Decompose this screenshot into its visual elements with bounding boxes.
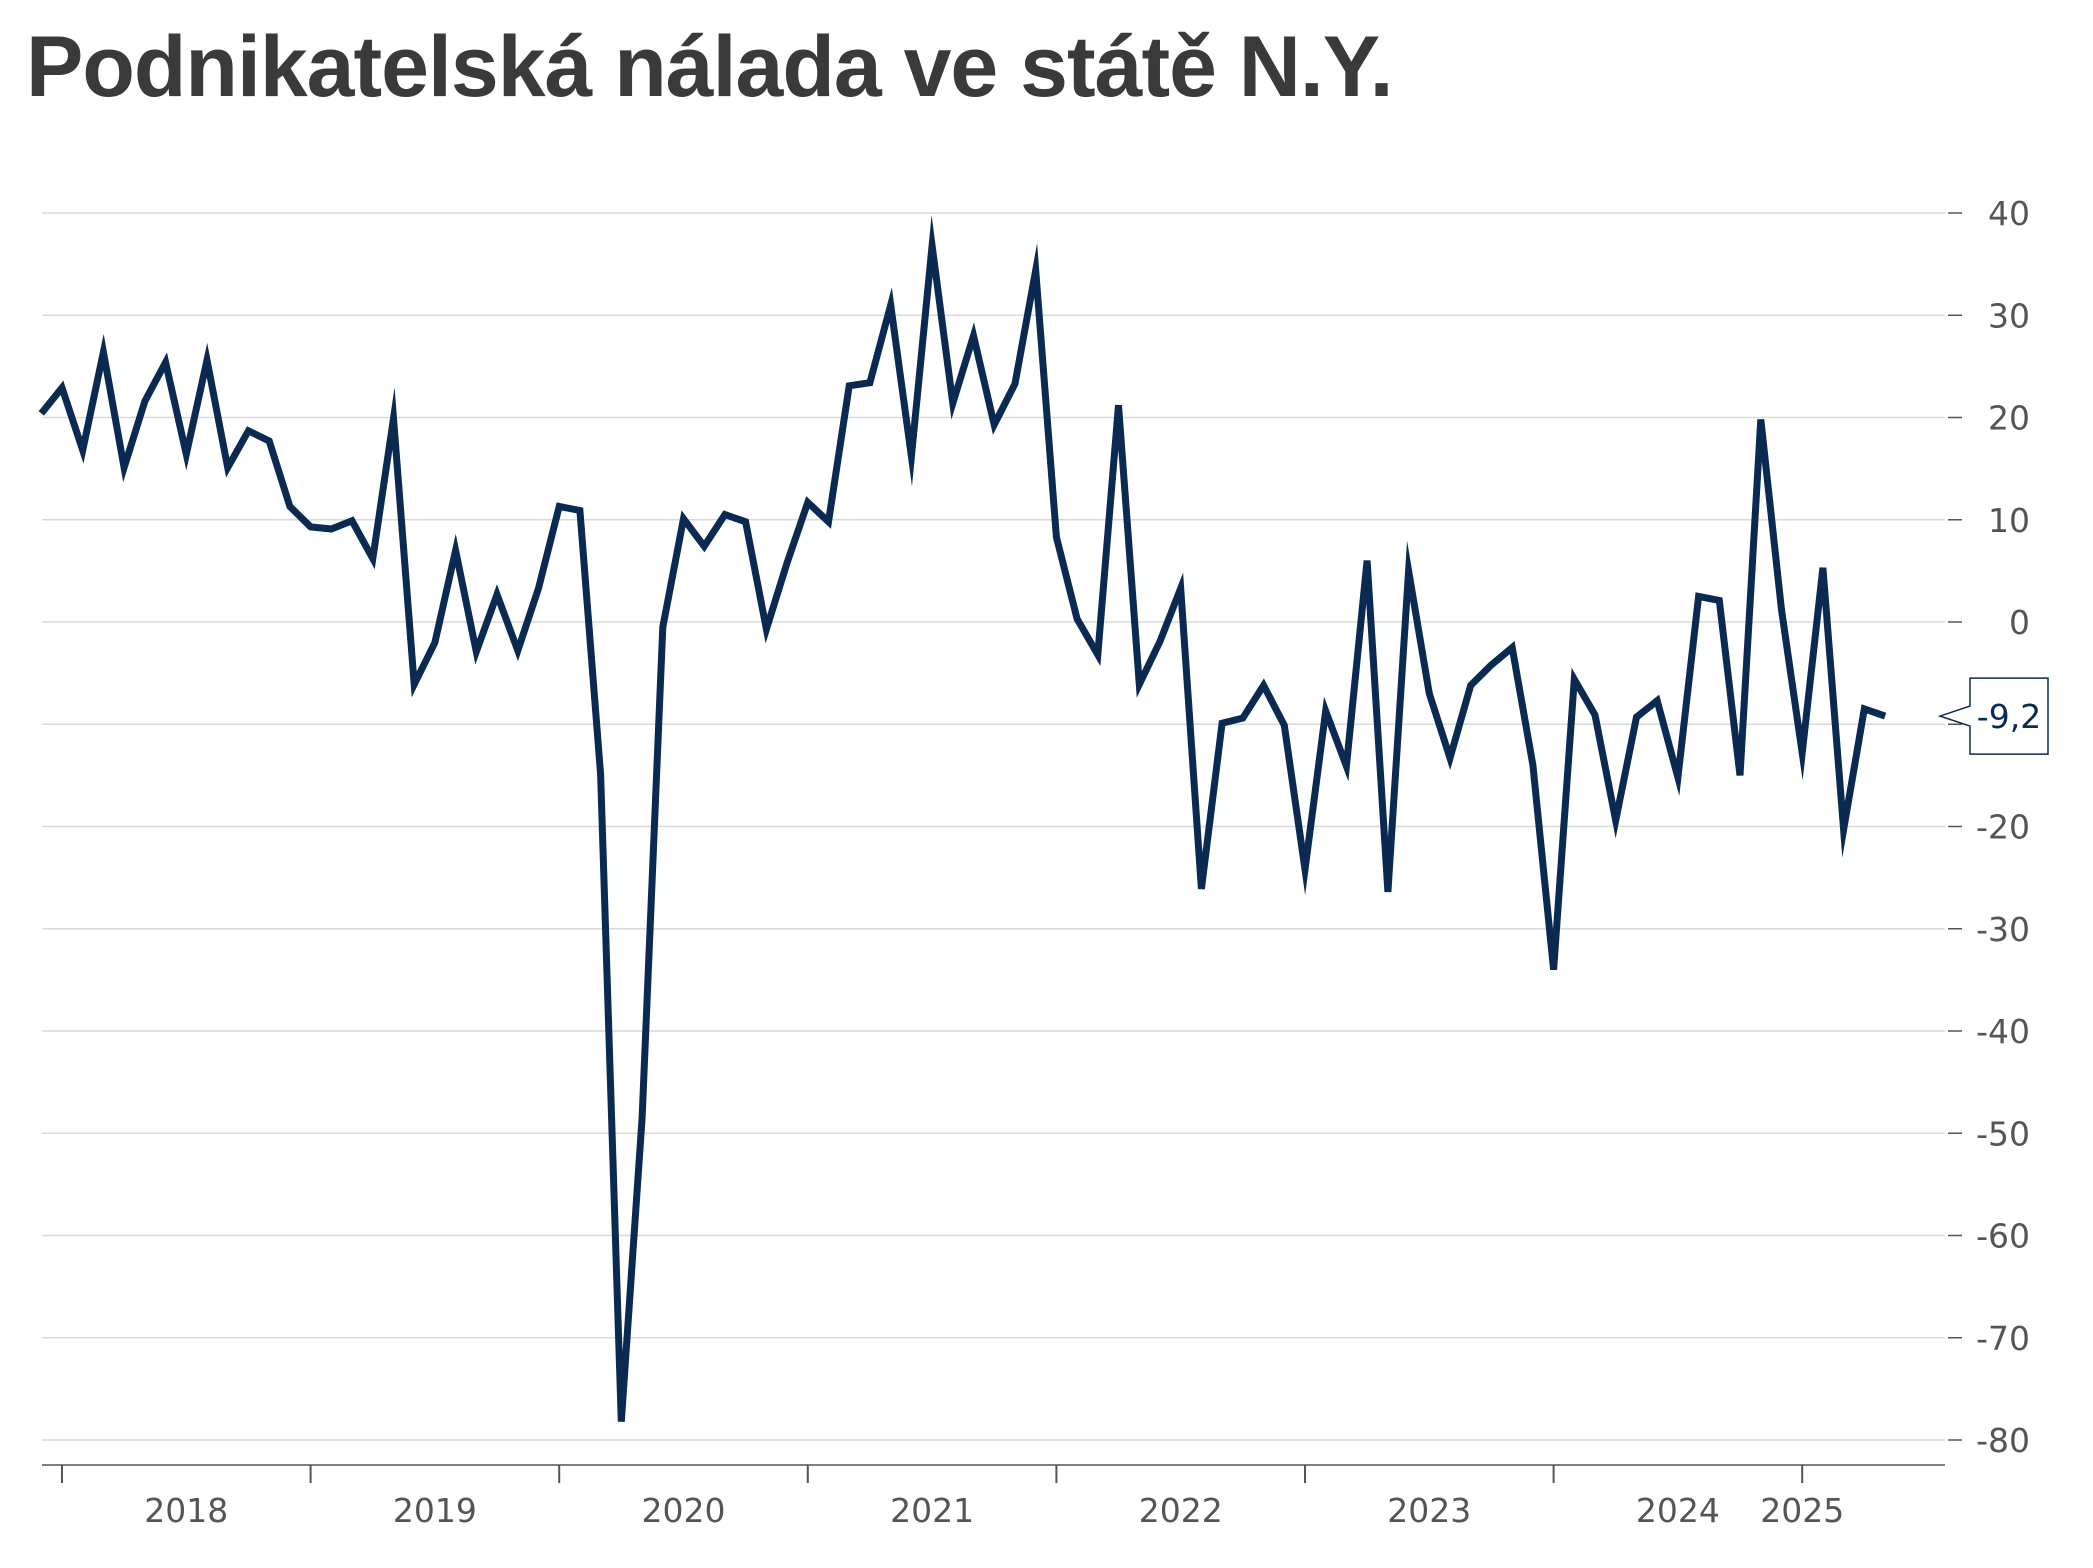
- callout-box: [1937, 677, 2049, 755]
- x-tick-label: 2022: [1139, 1491, 1223, 1530]
- x-tick-label: 2025: [1760, 1491, 1844, 1530]
- x-axis: 2018 2019 2020 2021 2022 2023 2024 2025: [42, 1464, 1945, 1530]
- y-tick-label: -30: [1976, 910, 2030, 949]
- gridlines: [42, 212, 1945, 1441]
- last-value-label: -9,2: [1977, 697, 2041, 736]
- y-tick-label: -70: [1976, 1319, 2030, 1358]
- y-tick-label: 40: [1988, 194, 2030, 233]
- x-tick-label: 2021: [890, 1491, 974, 1530]
- x-tick-label: 2020: [642, 1491, 726, 1530]
- x-tick-label: 2024: [1636, 1491, 1720, 1530]
- chart-title: Podnikatelská nálada ve státě N.Y.: [26, 19, 1394, 115]
- x-tick-label: 2019: [393, 1491, 477, 1530]
- last-value-callout: -9,2: [1937, 677, 2049, 755]
- y-tick-label: -50: [1976, 1114, 2030, 1153]
- series-layer: [38, 215, 1887, 1422]
- series-line: [38, 215, 1887, 1422]
- x-tick-label: 2018: [144, 1491, 228, 1530]
- y-tick-label: -40: [1976, 1012, 2030, 1051]
- y-tick-label: -20: [1976, 808, 2030, 847]
- y-tick-label: 0: [2009, 603, 2030, 642]
- y-tick-label: -60: [1976, 1217, 2030, 1256]
- x-tick-label: 2023: [1387, 1491, 1471, 1530]
- y-tick-label: -80: [1976, 1421, 2030, 1460]
- y-tick-label: 20: [1988, 399, 2030, 438]
- y-tick-label: 30: [1988, 296, 2030, 335]
- y-tick-label: 10: [1988, 501, 2030, 540]
